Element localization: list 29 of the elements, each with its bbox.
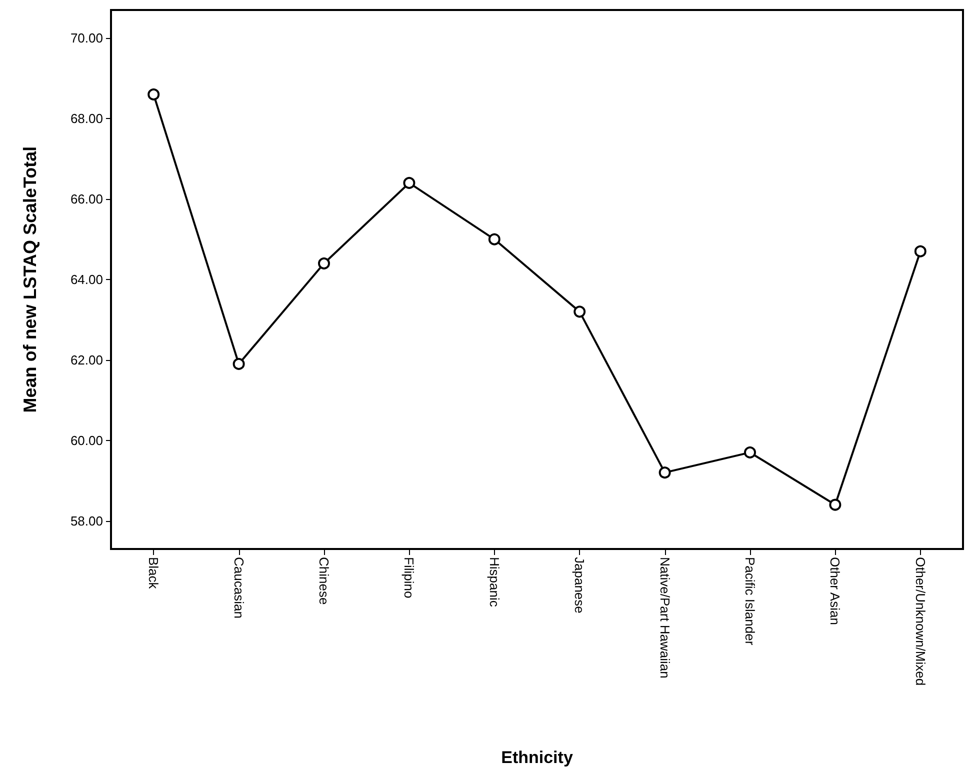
x-tick-label: Other/Unknown/Mixed (912, 557, 928, 686)
x-tick-label: Filipino (402, 557, 417, 598)
x-tick-label: Pacific Islander (742, 557, 758, 646)
y-axis-title: Mean of new LSTAQ ScaleTotal (20, 146, 40, 413)
point (403, 176, 416, 189)
point (658, 466, 671, 479)
y-tick-label: 58.00 (70, 513, 103, 528)
point (829, 498, 842, 511)
point (574, 306, 586, 318)
x-axis-title: Ethnicity (501, 748, 574, 767)
point (488, 233, 500, 246)
x-tick-label: Japanese (572, 557, 588, 614)
point (232, 358, 245, 370)
point (744, 446, 756, 458)
x-tick-label: Native/Part Hawaiian (657, 557, 672, 678)
x-tick-label: Hispanic (486, 557, 502, 608)
y-tick-label: 68.00 (70, 111, 103, 126)
y-tick-label: 66.00 (70, 192, 103, 207)
x-tick-label: Other Asian (828, 557, 843, 625)
x-tick-label: Caucasian (231, 557, 246, 618)
point (914, 245, 926, 258)
point (148, 88, 160, 100)
x-tick-label: Black (146, 557, 162, 590)
y-tick-label: 64.00 (70, 272, 103, 287)
point (318, 257, 330, 270)
y-tick-label: 62.00 (70, 352, 103, 368)
x-tick-label: Chinese (316, 557, 332, 605)
y-tick-label: 70.00 (70, 30, 103, 46)
y-tick-label: 60.00 (70, 432, 103, 448)
